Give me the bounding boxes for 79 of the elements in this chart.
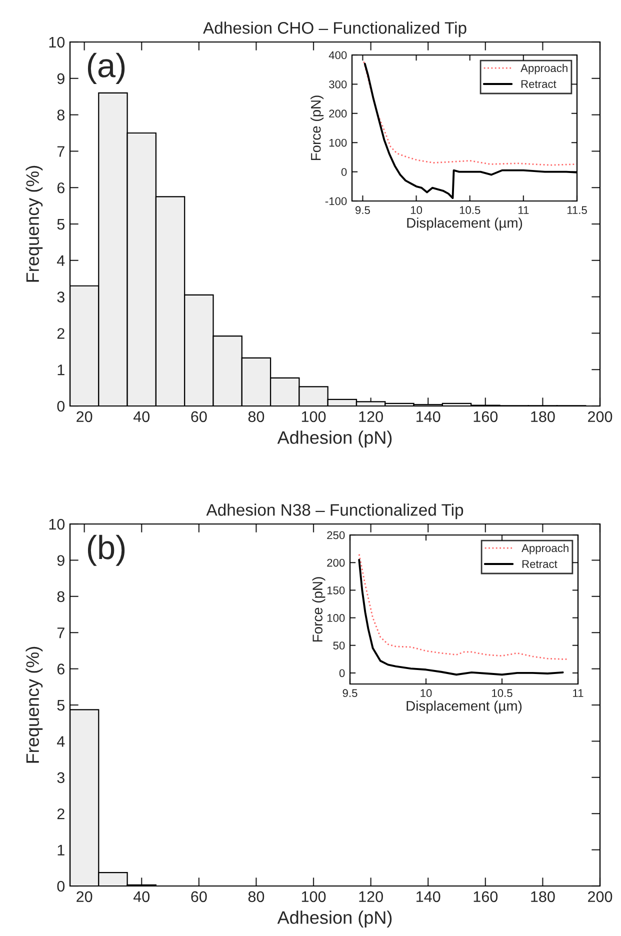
y-axis-title: Frequency (%) xyxy=(26,646,43,763)
x-tick-label: 9.5 xyxy=(342,689,358,698)
y-tick-label: 200 xyxy=(327,558,345,567)
x-tick-label: 11 xyxy=(573,689,584,697)
x-tick-label: 40 xyxy=(133,891,150,902)
y-tick-label: 1 xyxy=(58,364,64,376)
x-tick-label: 11 xyxy=(518,206,529,214)
annotation: (b) xyxy=(88,534,125,566)
x-tick-label: 100 xyxy=(302,411,326,422)
y-tick-label: 3 xyxy=(57,292,64,302)
y-tick-label: 2 xyxy=(57,328,64,339)
y-tick-label: -100 xyxy=(325,197,347,206)
x-tick-label: 140 xyxy=(416,411,440,422)
y-tick-label: 6 xyxy=(57,182,64,194)
y-tick-label: 4 xyxy=(56,255,65,266)
x-tick-label: 60 xyxy=(191,891,207,902)
x-axis-title: Displacement (µm) xyxy=(406,700,522,714)
legend-label: Retract xyxy=(521,80,556,88)
x-tick-label: 10 xyxy=(420,689,432,698)
legend-label: Approach xyxy=(520,64,568,74)
x-tick-label: 180 xyxy=(531,411,555,422)
legend-label: Approach xyxy=(522,544,568,554)
y-tick-label: 1 xyxy=(58,844,64,856)
y-tick-label: 0 xyxy=(57,400,65,412)
x-tick-label: 100 xyxy=(302,891,326,902)
x-tick-label: 9.5 xyxy=(356,206,370,214)
y-tick-label: 250 xyxy=(327,531,345,540)
y-tick-label: 3 xyxy=(57,772,64,784)
x-tick-label: 200 xyxy=(588,411,612,422)
y-tick-label: 100 xyxy=(329,138,347,147)
y-tick-label: 10 xyxy=(49,518,65,530)
x-tick-label: 20 xyxy=(76,411,92,422)
y-tick-label: 8 xyxy=(57,591,64,602)
y-tick-label: 8 xyxy=(57,110,64,120)
y-tick-label: 300 xyxy=(329,80,347,88)
y-axis-title: Force (pN) xyxy=(312,577,326,642)
x-tick-label: 20 xyxy=(76,891,92,902)
y-tick-label: 100 xyxy=(327,614,345,622)
x-tick-label: 120 xyxy=(359,411,383,422)
annotation: (a) xyxy=(88,52,125,84)
x-tick-label: 160 xyxy=(474,411,498,422)
x-tick-label: 180 xyxy=(531,891,555,902)
y-tick-label: 7 xyxy=(57,628,64,638)
x-tick-label: 11.5 xyxy=(567,206,587,214)
x-tick-label: 10 xyxy=(410,206,422,214)
x-tick-label: 10.5 xyxy=(492,689,512,698)
x-tick-label: 40 xyxy=(133,411,150,422)
y-tick-label: 0 xyxy=(339,669,345,678)
y-tick-label: 400 xyxy=(328,51,347,60)
chart-title: Adhesion N38 – Functionalized Tip xyxy=(206,504,464,520)
y-tick-label: 0 xyxy=(341,168,347,176)
y-axis-title: Frequency (%) xyxy=(26,166,43,282)
y-tick-label: 9 xyxy=(57,73,64,84)
y-tick-label: 9 xyxy=(57,555,64,566)
x-axis-title: Adhesion (pN) xyxy=(277,910,392,928)
x-tick-label: 140 xyxy=(416,891,440,902)
x-axis-title: Adhesion (pN) xyxy=(277,430,392,448)
x-tick-label: 10.5 xyxy=(460,206,480,214)
x-tick-label: 60 xyxy=(191,411,207,422)
x-tick-label: 120 xyxy=(359,891,383,902)
x-tick-label: 200 xyxy=(588,891,612,902)
y-tick-label: 50 xyxy=(333,642,345,650)
y-tick-label: 7 xyxy=(57,146,64,157)
y-tick-label: 5 xyxy=(57,700,64,711)
y-tick-label: 4 xyxy=(56,736,65,747)
y-tick-label: 10 xyxy=(49,36,65,48)
legend-label: Retract xyxy=(522,560,558,568)
x-tick-label: 80 xyxy=(248,891,264,902)
y-tick-label: 200 xyxy=(329,110,347,118)
y-tick-label: 5 xyxy=(57,219,64,230)
x-tick-label: 160 xyxy=(474,891,498,902)
x-axis-title: Displacement (µm) xyxy=(407,218,522,231)
y-tick-label: 6 xyxy=(57,664,64,674)
y-tick-label: 150 xyxy=(327,586,345,594)
y-tick-label: 0 xyxy=(57,880,65,892)
y-axis-title: Force (pN) xyxy=(310,96,324,160)
x-tick-label: 80 xyxy=(248,411,264,422)
chart-title: Adhesion CHO – Functionalized Tip xyxy=(203,22,466,38)
y-tick-label: 2 xyxy=(57,808,64,820)
